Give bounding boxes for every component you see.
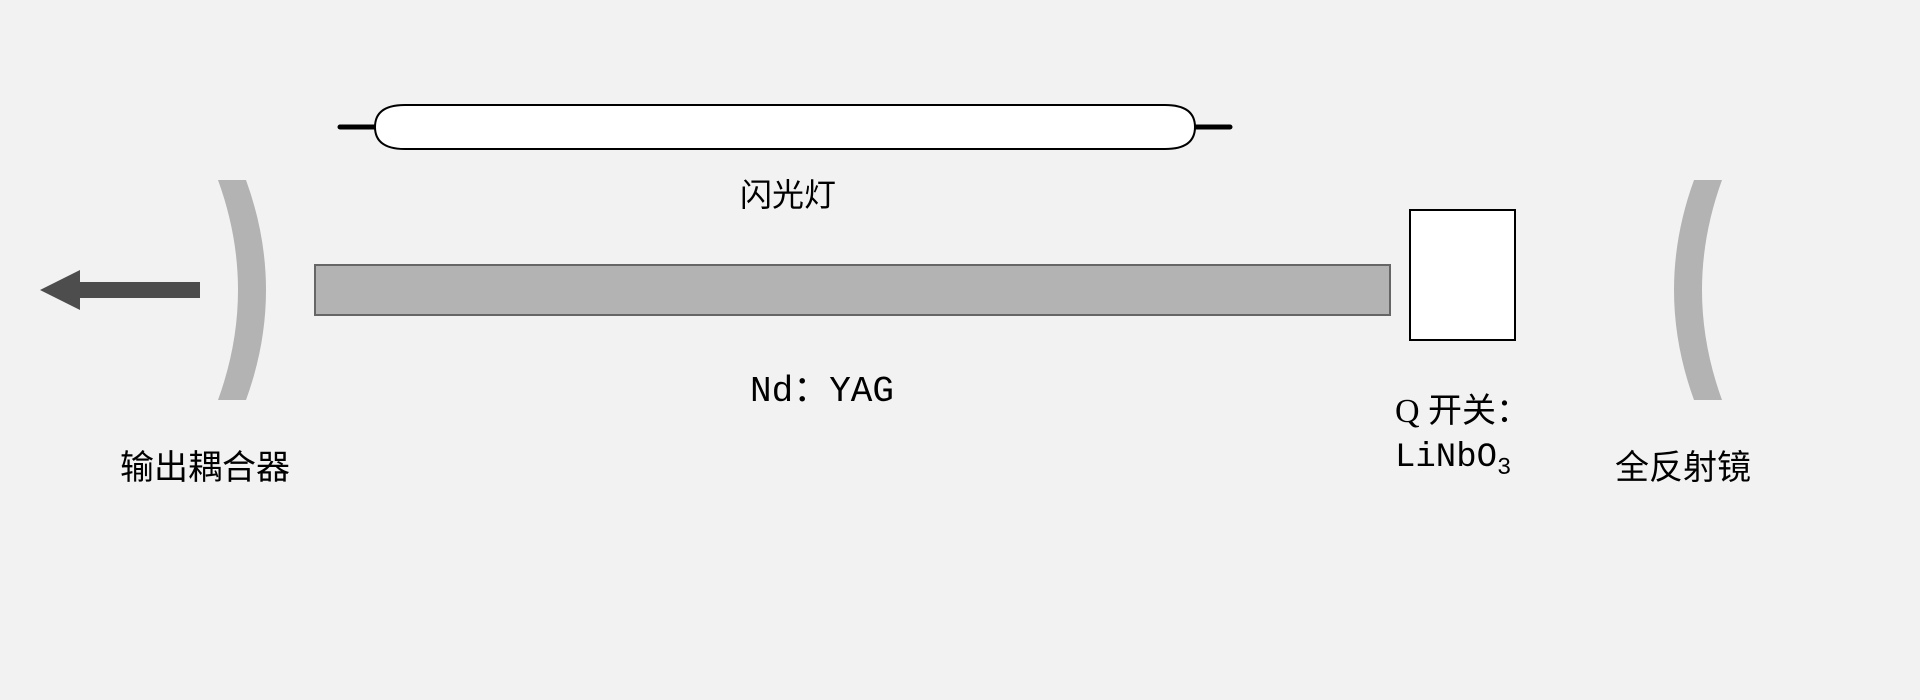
q-switch-label-sub: 3 xyxy=(1497,455,1511,482)
q-switch-label-line2: LiNbO xyxy=(1395,439,1497,477)
flashlamp-icon xyxy=(340,105,1230,149)
output-arrow-icon xyxy=(40,270,200,310)
gain-medium-rod xyxy=(315,265,1390,315)
output-coupler-label: 输出耦合器 xyxy=(120,440,290,489)
hr-mirror xyxy=(1674,180,1722,400)
gain-medium-label: Nd：YAG xyxy=(750,360,894,412)
hr-mirror-label: 全反射镜 xyxy=(1615,440,1751,489)
q-switch-label-line1: Q 开关： xyxy=(1395,393,1530,430)
laser-schematic xyxy=(0,0,1920,700)
q-switch-box xyxy=(1410,210,1515,340)
q-switch-label: Q 开关： LiNbO3 xyxy=(1395,390,1530,485)
flashlamp-label: 闪光灯 xyxy=(740,170,836,216)
output-coupler-mirror xyxy=(218,180,266,400)
